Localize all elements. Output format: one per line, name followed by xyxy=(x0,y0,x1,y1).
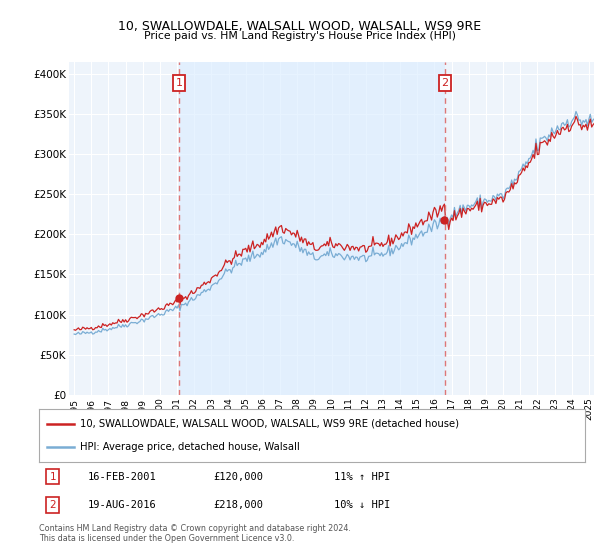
Text: 11% ↑ HPI: 11% ↑ HPI xyxy=(334,472,390,482)
Text: 2: 2 xyxy=(49,500,56,510)
Text: 10, SWALLOWDALE, WALSALL WOOD, WALSALL, WS9 9RE (detached house): 10, SWALLOWDALE, WALSALL WOOD, WALSALL, … xyxy=(80,419,459,429)
Text: HPI: Average price, detached house, Walsall: HPI: Average price, detached house, Wals… xyxy=(80,442,300,452)
Text: 10% ↓ HPI: 10% ↓ HPI xyxy=(334,500,390,510)
Text: 1: 1 xyxy=(49,472,56,482)
Text: 10, SWALLOWDALE, WALSALL WOOD, WALSALL, WS9 9RE: 10, SWALLOWDALE, WALSALL WOOD, WALSALL, … xyxy=(118,20,482,32)
Text: 1: 1 xyxy=(176,78,182,88)
Text: £218,000: £218,000 xyxy=(214,500,264,510)
Text: 19-AUG-2016: 19-AUG-2016 xyxy=(88,500,157,510)
Bar xyxy=(179,62,445,395)
Text: Price paid vs. HM Land Registry's House Price Index (HPI): Price paid vs. HM Land Registry's House … xyxy=(144,31,456,41)
Text: 2: 2 xyxy=(442,78,449,88)
Text: Contains HM Land Registry data © Crown copyright and database right 2024.
This d: Contains HM Land Registry data © Crown c… xyxy=(39,524,351,543)
Text: 16-FEB-2001: 16-FEB-2001 xyxy=(88,472,157,482)
Text: £120,000: £120,000 xyxy=(214,472,264,482)
